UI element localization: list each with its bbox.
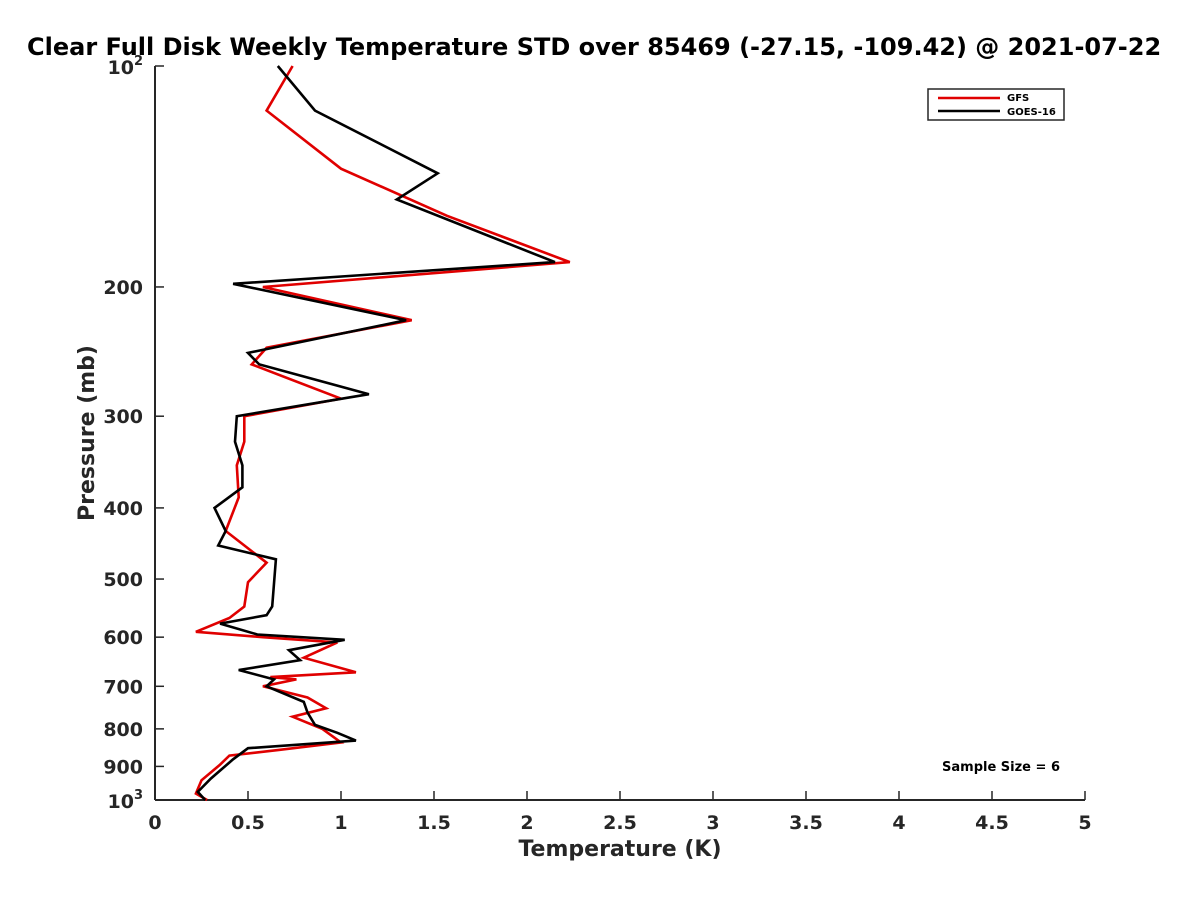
x-tick-label: 0.5 <box>231 812 265 834</box>
x-tick-label: 0 <box>148 812 161 834</box>
series-line-gfs <box>194 65 571 802</box>
legend-label-goes16: GOES-16 <box>1007 107 1056 118</box>
y-tick-label: 300 <box>103 406 143 428</box>
x-axis-ticks: 0 0.5 1 1.5 2 2.5 3 3.5 4 4.5 5 <box>148 791 1092 834</box>
x-tick-label: 4.5 <box>975 812 1009 834</box>
y-tick-label: 700 <box>103 676 143 698</box>
x-tick-label: 3 <box>706 812 719 834</box>
y-tick-label: 400 <box>103 498 143 520</box>
x-tick-label: 3.5 <box>789 812 823 834</box>
y-axis-ticks: 200 300 400 500 600 700 800 900 102 103 <box>103 54 164 813</box>
x-tick-label: 1.5 <box>417 812 451 834</box>
legend: GFS GOES-16 <box>927 88 1065 121</box>
legend-box <box>927 88 1065 121</box>
x-tick-label: 2 <box>520 812 533 834</box>
y-decade-tick-label: 103 <box>108 788 144 813</box>
x-tick-label: 1 <box>334 812 347 834</box>
sample-size-annotation: Sample Size = 6 <box>942 760 1060 775</box>
y-tick-label: 600 <box>103 627 143 649</box>
y-axis-label: Pressure (mb) <box>75 345 100 521</box>
plot-area: 0 0.5 1 1.5 2 2.5 3 3.5 4 4.5 5 200 300 400 500 600 700… <box>103 54 1091 834</box>
series-lines <box>194 65 571 802</box>
series-line-goes16 <box>196 65 556 801</box>
chart-title: Clear Full Disk Weekly Temperature STD o… <box>27 33 1161 61</box>
y-tick-label: 800 <box>103 719 143 741</box>
legend-label-gfs: GFS <box>1007 93 1029 104</box>
x-tick-label: 2.5 <box>603 812 637 834</box>
x-tick-label: 5 <box>1078 812 1091 834</box>
y-tick-label: 900 <box>103 756 143 778</box>
y-decade-tick-label: 102 <box>108 54 144 79</box>
y-tick-label: 200 <box>103 277 143 299</box>
x-tick-label: 4 <box>892 812 905 834</box>
x-axis-label: Temperature (K) <box>518 837 721 862</box>
y-tick-label: 500 <box>103 569 143 591</box>
